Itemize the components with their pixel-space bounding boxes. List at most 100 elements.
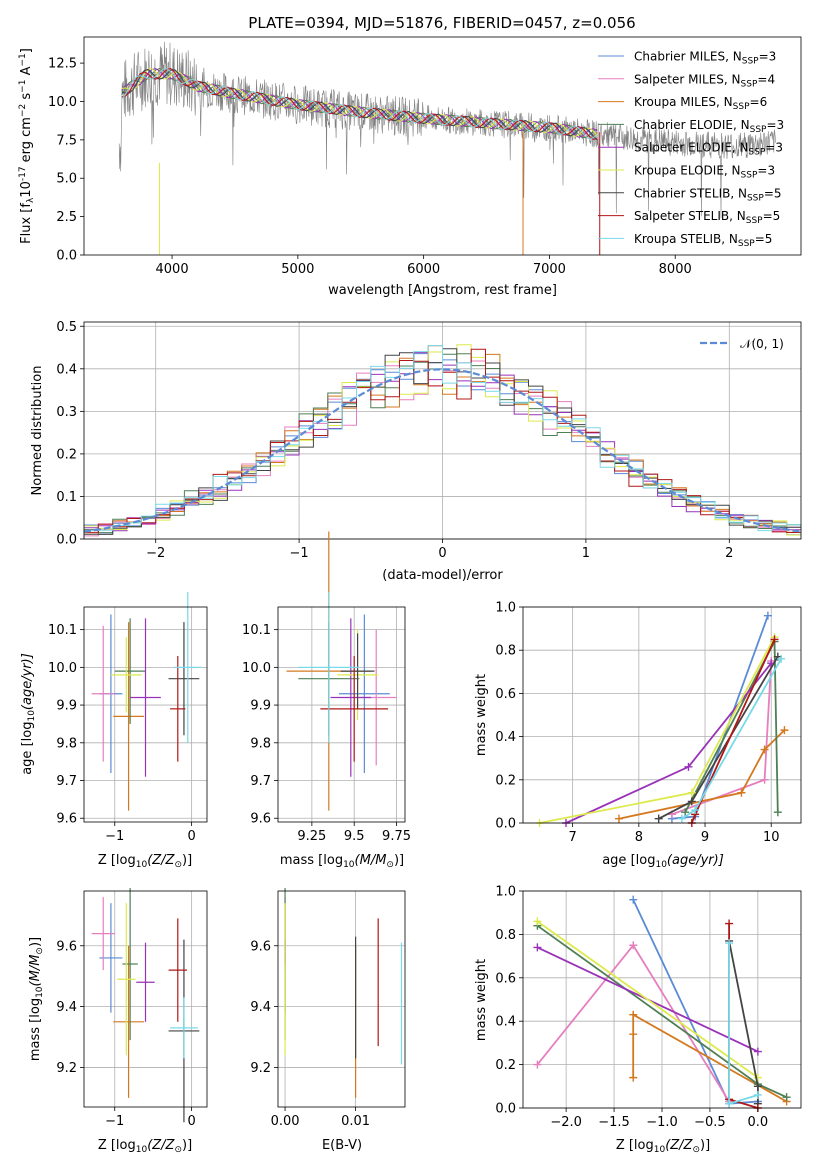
weight-marker-salpeter_elodie xyxy=(533,943,542,952)
x-tick-label: 0 xyxy=(187,829,195,844)
weight-marker-kroupa_miles xyxy=(760,745,769,754)
y-tick-label: 0.2 xyxy=(56,447,77,462)
weight-marker-salpeter_stelib xyxy=(770,635,779,644)
y-tick-label: 0.0 xyxy=(495,1102,516,1117)
label-part: Z [log xyxy=(98,853,136,868)
y-tick-label: 10.0 xyxy=(48,95,77,110)
weight-marker-kroupa_elodie xyxy=(533,917,542,926)
x-tick-label: −1 xyxy=(105,829,124,844)
x-tick-label: 0 xyxy=(187,1114,195,1129)
panels: 4000 5000 6000 7000 80000.02.55.07.510.012.5… xyxy=(18,36,802,1155)
label-part: (M/M xyxy=(28,955,43,987)
label-part: (age/yr)] xyxy=(667,853,724,868)
label-part: age [log xyxy=(602,853,655,868)
weight-marker-chabrier_stelib xyxy=(654,814,663,823)
y-tick-label: 10.0 xyxy=(242,661,271,676)
weight-line-kroupa_miles xyxy=(632,1013,788,1103)
label-part: ⊙ xyxy=(386,860,394,870)
axes-frame xyxy=(83,321,802,540)
y-tick-label: 7.5 xyxy=(56,133,77,148)
weight-marker-kroupa_stelib xyxy=(677,814,686,823)
axes-frame xyxy=(277,890,406,1108)
y-tick-label: 9.9 xyxy=(250,699,271,714)
axes-frame xyxy=(83,890,208,1108)
y-axis-label: mass weight xyxy=(474,959,489,1041)
x-tick-label: 6000 xyxy=(407,262,440,277)
y-tick-label: 12.5 xyxy=(48,57,77,72)
label-part: )] xyxy=(28,937,43,947)
weight-marker-kroupa_elodie xyxy=(753,1073,762,1082)
label-part: )] xyxy=(394,853,404,868)
label-part: 10 xyxy=(136,1145,148,1155)
y-tick-label: 0.8 xyxy=(495,928,516,943)
x-tick-label: 0.0 xyxy=(748,1115,769,1130)
label-part: erg cm xyxy=(19,117,34,166)
panel-spectrum: 4000 5000 6000 7000 8000 0.0 2.5 5.0 7.5 10.0 12.5 xyxy=(48,36,802,277)
weight-marker-kroupa_miles xyxy=(780,726,789,735)
y-tick-label: 0.2 xyxy=(495,1058,516,1073)
plot-area xyxy=(533,895,791,1112)
x-tick-label: 7000 xyxy=(533,262,566,277)
plot-area xyxy=(83,344,802,539)
x-tick-label: 8 xyxy=(635,830,643,845)
x-axis-label: Z [log10(Z/Z⊙)] xyxy=(98,853,192,870)
x-tick-label: 2 xyxy=(725,546,733,561)
x-tick-label: −0.5 xyxy=(694,1115,726,1130)
label-part: =5 xyxy=(763,209,781,223)
x-tick-label: 9 xyxy=(701,830,709,845)
y-tick-label: 1.0 xyxy=(495,885,516,900)
x-tick-label: 9.75 xyxy=(382,829,411,844)
label-part: =3 xyxy=(766,118,784,132)
x-axis-label: (data-model)/error xyxy=(382,568,503,583)
y-tick-label: 0.4 xyxy=(495,1015,516,1030)
x-tick-label: −1 xyxy=(105,1114,124,1129)
plot-area xyxy=(284,887,403,1098)
x-tick-label: 9.25 xyxy=(297,829,326,844)
weight-marker-chabrier_stelib xyxy=(753,1082,762,1091)
weight-line-chabrier_stelib xyxy=(658,656,779,820)
label-part: age [log xyxy=(20,722,35,775)
y-tick-label: 2.5 xyxy=(56,210,77,225)
label-part: SSP xyxy=(747,193,764,203)
y-tick-label: 0.4 xyxy=(56,362,77,377)
plot-area xyxy=(286,531,397,811)
weight-marker-salpeter_elodie xyxy=(753,1047,762,1056)
panel-weight_vs_Z: −2.0 −1.5 −1.0 −0.5 0.0 0.0 0.2 0.4 0.6 0.8 1.0 xyxy=(495,885,802,1130)
label-part: mass [log xyxy=(280,853,343,868)
weight-marker-salpeter_miles xyxy=(533,1060,542,1069)
y-tick-label: 9.7 xyxy=(250,774,271,789)
x-axis-label: Z [log10(Z/Z⊙)] xyxy=(98,1138,192,1155)
x-tick-label: −1.0 xyxy=(646,1115,678,1130)
label-part: Z [log xyxy=(616,1138,654,1153)
y-tick-label: 0.0 xyxy=(56,533,77,548)
model-line-kroupa_elodie xyxy=(121,68,598,138)
y-tick-label: 9.7 xyxy=(56,774,77,789)
x-tick-label: 9.5 xyxy=(344,829,365,844)
label-part: =5 xyxy=(764,186,782,200)
y-tick-label: 0.6 xyxy=(495,971,516,986)
label-part: s xyxy=(19,93,34,104)
weight-marker-kroupa_miles xyxy=(629,1073,638,1082)
weight-marker-chabrier_elodie xyxy=(782,1093,791,1102)
axes-frame xyxy=(522,890,802,1109)
x-tick-label: 0.01 xyxy=(341,1114,370,1129)
axes-frame xyxy=(83,606,208,823)
label-part: (Z/Z xyxy=(147,853,175,868)
label-part: −2 xyxy=(18,104,28,117)
x-tick-label: 4000 xyxy=(156,262,189,277)
x-tick-label: −2 xyxy=(146,546,165,561)
y-axis-label: mass weight xyxy=(474,674,489,756)
axes-frame xyxy=(522,606,802,824)
label-part: SSP xyxy=(741,171,758,181)
label-part: (Z/Z xyxy=(665,1138,693,1153)
y-tick-label: 0.4 xyxy=(495,730,516,745)
plot-area xyxy=(91,591,202,811)
weight-marker-chabrier_elodie xyxy=(681,808,690,817)
y-tick-label: 9.6 xyxy=(56,812,77,827)
label-part: )] xyxy=(182,1138,192,1153)
y-tick-label: 9.6 xyxy=(250,812,271,827)
weight-marker-salpeter_miles xyxy=(760,775,769,784)
label-part: (Z/Z xyxy=(147,1138,175,1153)
x-tick-label: 7 xyxy=(569,830,577,845)
y-tick-label: 0.5 xyxy=(56,320,77,335)
